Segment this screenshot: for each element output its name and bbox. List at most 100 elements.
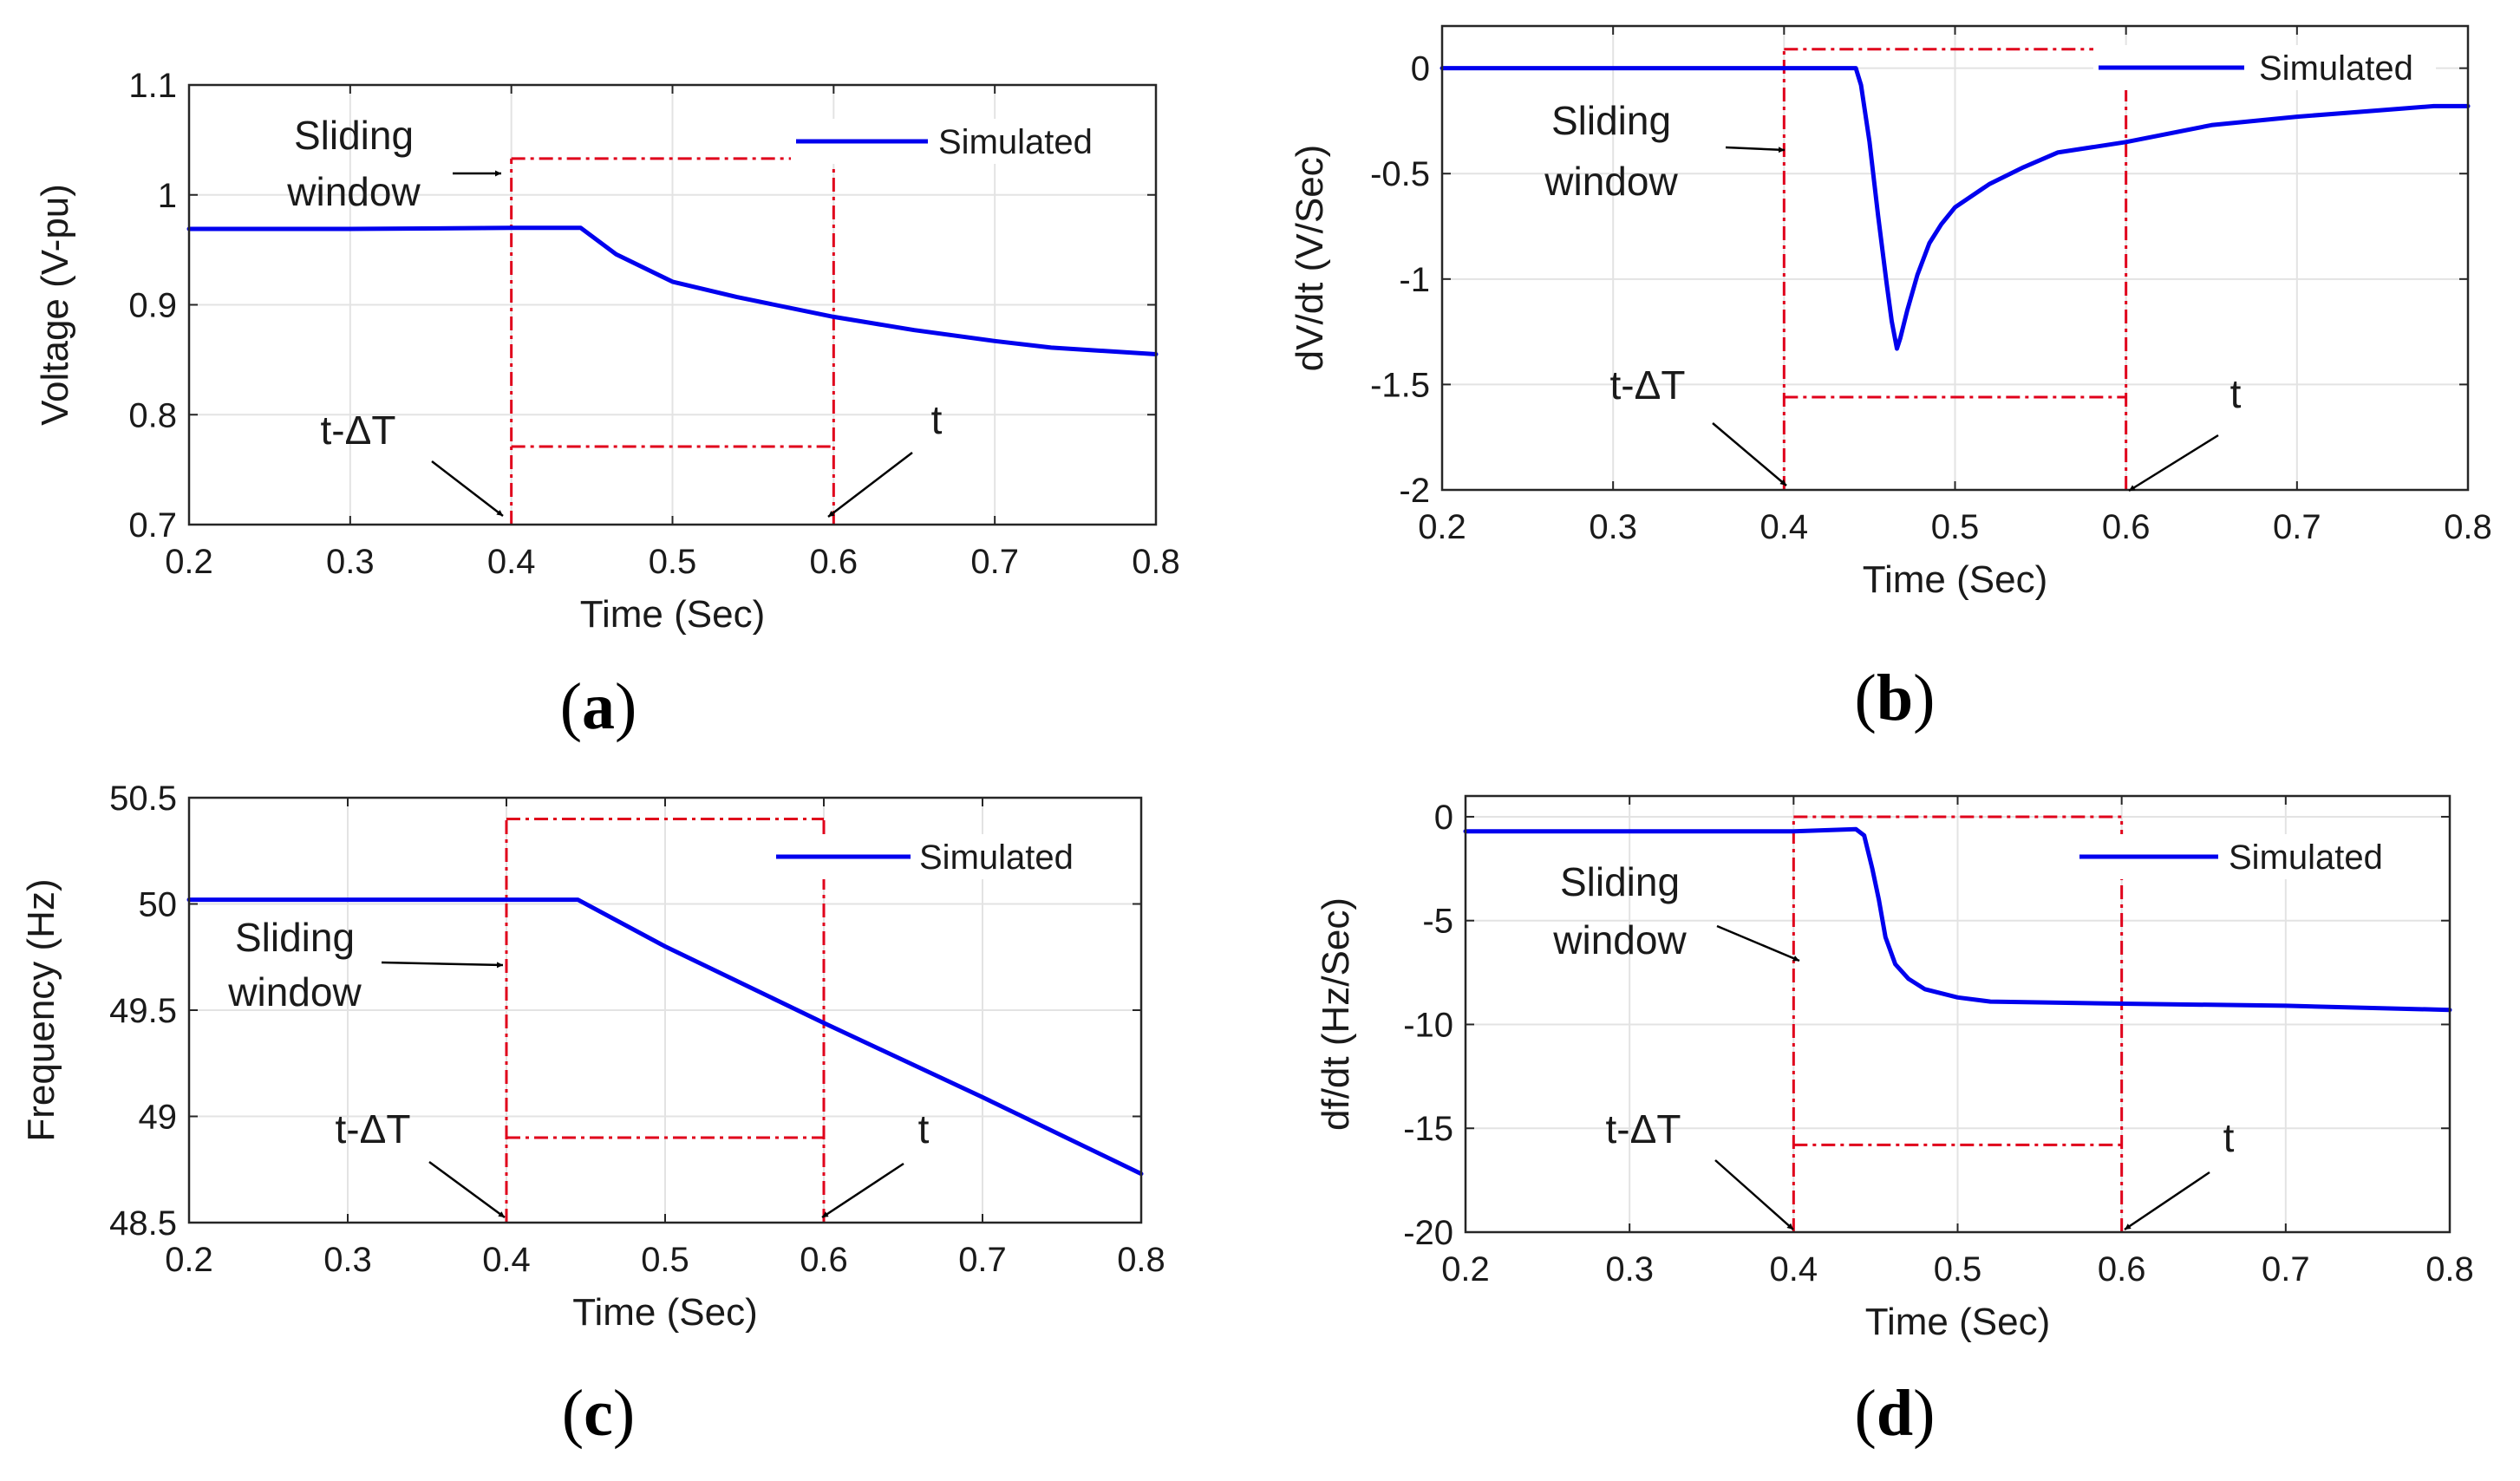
x-tick-label: 0.6 (2098, 1250, 2146, 1289)
x-axis-label: Time (Sec) (580, 593, 766, 636)
end-time-arrow (2124, 1171, 2210, 1231)
sliding-window (510, 157, 835, 525)
sliding-window (1782, 48, 2128, 490)
y-tick-label: -5 (1422, 903, 1453, 941)
x-tick-label: 0.4 (1770, 1250, 1818, 1289)
y-axis-label: Frequency (Hz) (20, 878, 62, 1141)
x-tick-label: 0.4 (1760, 508, 1809, 546)
x-axis-label: Time (Sec) (1865, 1301, 2051, 1343)
y-tick-label: 49.5 (109, 992, 177, 1030)
sliding-window-label-line2: window (227, 969, 362, 1015)
x-tick-label: 0.6 (800, 1241, 848, 1279)
x-tick-label: 0.5 (641, 1241, 689, 1279)
chart-d: 0.2 0.3 0.4 0.5 0.6 0.7 0.8 -20 -15 -10 -5 0 Simulat… (1315, 794, 2474, 1450)
annotations: Sliding window t-ΔT t (1552, 859, 2235, 1231)
sliding-window-label-line1: Sliding (294, 113, 414, 158)
axes-box (1440, 24, 2470, 492)
start-time-label: t-ΔT (1610, 362, 1686, 408)
y-tick-label: 0 (1434, 799, 1453, 837)
annotations: Sliding window t-ΔT t (227, 915, 930, 1219)
y-tick-label: 0.8 (128, 396, 177, 434)
start-time-arrow (1714, 1159, 1794, 1230)
x-tick-label: 0.7 (970, 543, 1019, 581)
end-time-arrow (821, 1162, 904, 1219)
sliding-window-label-line1: Sliding (235, 915, 355, 960)
sliding-window-label-line2: window (1552, 917, 1687, 962)
sliding-window-label-line1: Sliding (1551, 98, 1671, 143)
start-time-arrow (431, 460, 504, 517)
x-tick-label: 0.5 (649, 543, 697, 581)
x-tick-label: 0.4 (482, 1241, 531, 1279)
end-time-label: t (2230, 371, 2242, 416)
x-axis-label: Time (Sec) (1863, 558, 2048, 601)
x-tick-label: 0.5 (1931, 508, 1980, 546)
x-tick-label: 0.3 (1605, 1250, 1654, 1289)
legend: Simulated (2074, 834, 2406, 879)
x-tick-label: 0.2 (1441, 1250, 1490, 1289)
panel-caption: (c) (562, 1377, 635, 1450)
panel-caption: (b) (1855, 662, 1936, 734)
axes-box (1464, 794, 2451, 1234)
panel-caption: (a) (560, 670, 637, 743)
legend: Simulated (771, 834, 1096, 879)
y-tick-label: -1.5 (1370, 366, 1430, 404)
sliding-window-label-line2: window (1544, 159, 1678, 204)
sliding-window (1792, 815, 2124, 1232)
y-tick-label: 49 (139, 1099, 178, 1137)
y-tick-label: 1.1 (128, 67, 177, 105)
sliding-window-arrow (381, 961, 504, 969)
x-tick-label: 0.7 (958, 1241, 1007, 1279)
series-line-simulated (1463, 826, 2452, 1013)
start-time-label: t-ΔT (1606, 1106, 1681, 1152)
y-tick-label: -0.5 (1370, 155, 1430, 193)
start-time-label: t-ΔT (321, 408, 396, 453)
legend: Simulated (791, 119, 1115, 164)
series-line-simulated (186, 897, 1144, 1177)
y-tick-label: -2 (1399, 472, 1430, 510)
panel-caption: (d) (1855, 1377, 1936, 1450)
x-tick-label: 0.8 (2444, 508, 2492, 546)
x-tick-label: 0.2 (165, 543, 213, 581)
annotations: Sliding window t-ΔT t (1544, 98, 2242, 493)
x-tick-label: 0.2 (165, 1241, 213, 1279)
start-time-arrow (1712, 422, 1787, 486)
x-tick-label: 0.7 (2262, 1250, 2310, 1289)
start-time-arrow (428, 1160, 506, 1219)
axes-box (187, 83, 1158, 526)
x-tick-label: 0.6 (2102, 508, 2151, 546)
x-tick-label: 0.3 (323, 1241, 372, 1279)
y-tick-label: 50 (139, 886, 178, 924)
y-tick-label: -15 (1403, 1110, 1453, 1148)
series-line-simulated (186, 225, 1159, 356)
sliding-window-arrow (1725, 146, 1786, 153)
sliding-window-arrow (1716, 924, 1800, 962)
sliding-window-label-line1: Sliding (1560, 859, 1680, 904)
x-tick-label: 0.2 (1418, 508, 1466, 546)
y-tick-label: 50.5 (109, 780, 177, 818)
x-axis-label: Time (Sec) (572, 1291, 758, 1334)
y-tick-label: -10 (1403, 1006, 1453, 1044)
y-tick-label: 0.9 (128, 287, 177, 325)
legend-label: Simulated (919, 838, 1074, 877)
chart-a: 0.2 0.3 0.4 0.5 0.6 0.7 0.8 0.7 0.8 0.9 1 1.1 Simula… (34, 67, 1180, 743)
y-tick-label: -20 (1403, 1214, 1453, 1252)
legend-label: Simulated (2259, 49, 2413, 88)
chart-c: 0.2 0.3 0.4 0.5 0.6 0.7 0.8 48.5 49 49.5 50 50.5 Sim… (20, 780, 1165, 1450)
legend: Simulated (2093, 45, 2436, 90)
y-axis-label: Voltage (V-pu) (34, 184, 76, 426)
x-tick-label: 0.6 (810, 543, 858, 581)
legend-label: Simulated (2229, 838, 2383, 877)
sliding-window-label-line2: window (286, 169, 421, 214)
x-tick-label: 0.7 (2273, 508, 2321, 546)
end-time-label: t (2223, 1115, 2235, 1160)
x-tick-label: 0.3 (326, 543, 375, 581)
x-tick-label: 0.5 (1934, 1250, 1982, 1289)
x-tick-label: 0.8 (1117, 1241, 1165, 1279)
y-tick-label: 0 (1411, 50, 1430, 88)
axes-box (187, 796, 1143, 1224)
y-axis-label: df/dt (Hz/Sec) (1315, 897, 1357, 1131)
y-tick-label: 0.7 (128, 506, 177, 545)
x-tick-label: 0.4 (487, 543, 536, 581)
x-tick-label: 0.8 (2425, 1250, 2474, 1289)
